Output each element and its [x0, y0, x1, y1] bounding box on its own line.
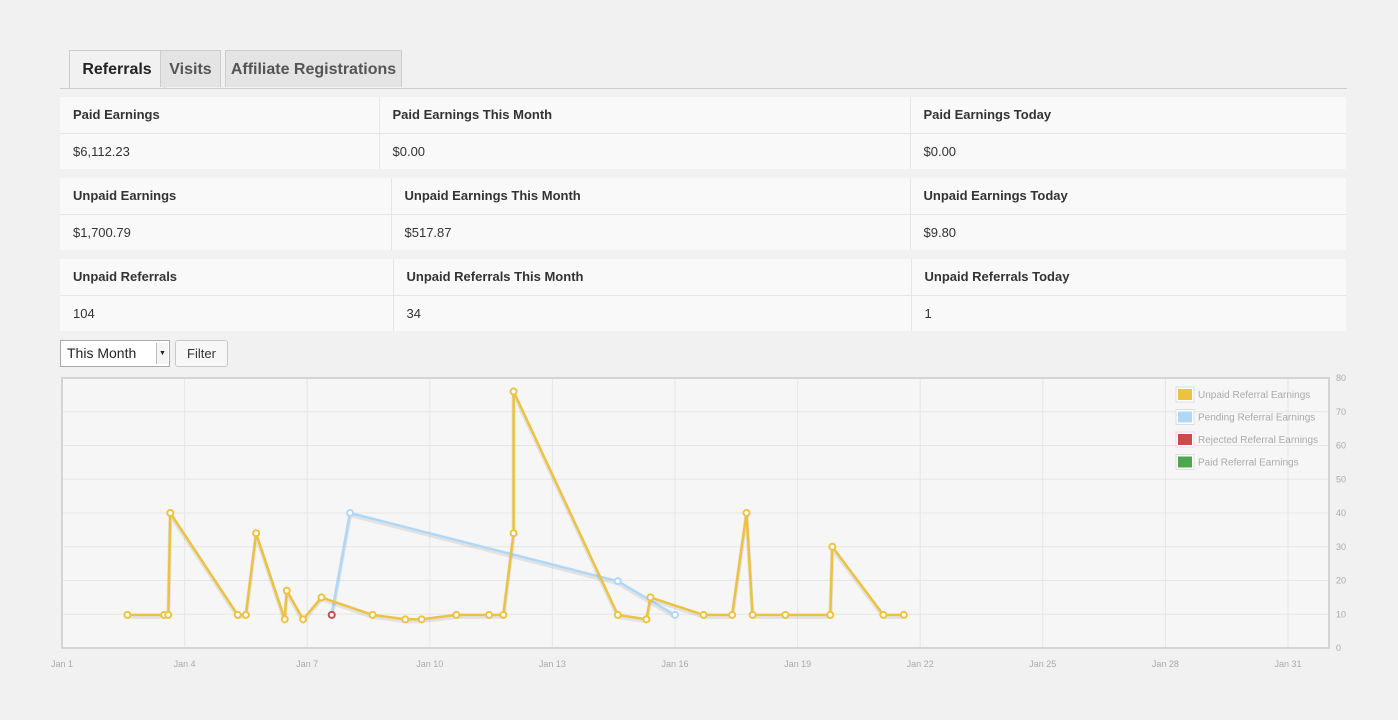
paid-earnings-month-value: $0.00: [378, 133, 910, 169]
legend-swatch: [1178, 434, 1192, 445]
paid-earnings-header: Paid Earnings: [60, 97, 379, 134]
paid-earnings-value: $6,112.23: [73, 143, 130, 159]
unpaid-earnings-table: Unpaid Earnings Unpaid Earnings This Mon…: [60, 178, 1346, 250]
date-range-selected-value: This Month: [67, 345, 137, 361]
data-point: [728, 610, 737, 619]
data-point: [164, 610, 173, 619]
plot-frame: [61, 377, 1330, 649]
tab-referrals[interactable]: Referrals: [69, 50, 165, 88]
data-point: [671, 610, 679, 619]
data-point: [646, 593, 655, 602]
earnings-chart-svg: 0 10 20 30 40 50 60 70 80 Jan 1 Jan 4 Jan 7 Jan 10 Ja…: [51, 373, 1346, 669]
data-point: [241, 610, 250, 619]
unpaid-referrals-month-value: 34: [392, 295, 911, 331]
legend-label: Pending Referral Earnings: [1198, 413, 1315, 424]
legend-label: Rejected Referral Earnings: [1198, 435, 1318, 446]
x-tick-label: Jan 13: [539, 659, 566, 669]
data-point: [509, 387, 518, 396]
unpaid-referrals-today-header: Unpaid Referrals Today: [910, 259, 1346, 296]
legend-label: Unpaid Referral Earnings: [1198, 390, 1310, 401]
data-point: [299, 615, 308, 624]
y-tick-label: 40: [1336, 508, 1346, 518]
data-point: [327, 610, 336, 619]
data-point: [123, 610, 132, 619]
x-tick-label: Jan 1: [51, 659, 73, 669]
data-point: [613, 577, 622, 586]
unpaid-referrals-month-header: Unpaid Referrals This Month: [392, 259, 911, 296]
y-tick-label: 70: [1336, 407, 1346, 417]
legend-swatch: [1178, 389, 1192, 400]
y-tick-label: 10: [1336, 609, 1346, 619]
data-point: [879, 610, 888, 619]
tab-visits[interactable]: Visits: [160, 50, 221, 87]
chart-legend: Unpaid Referral Earnings Pending Referral…: [1175, 386, 1318, 470]
unpaid-referrals-header: Unpaid Referrals: [60, 259, 393, 296]
y-tick-label: 20: [1336, 576, 1346, 586]
y-tick-label: 50: [1336, 474, 1346, 484]
legend-swatch: [1178, 456, 1192, 468]
filter-button[interactable]: Filter: [175, 340, 228, 367]
paid-earnings-today-header: Paid Earnings Today: [909, 97, 1346, 134]
unpaid-referrals-today-value: 1: [910, 295, 1346, 331]
data-point: [509, 529, 518, 538]
unpaid-earnings-header: Unpaid Earnings: [60, 178, 391, 215]
data-point: [452, 610, 461, 619]
data-point: [613, 610, 622, 619]
data-point: [781, 610, 790, 619]
data-point: [346, 509, 355, 517]
unpaid-earnings-month-header: Unpaid Earnings This Month: [390, 178, 910, 215]
x-tick-label: Jan 16: [661, 659, 688, 669]
data-point: [642, 615, 651, 624]
data-point: [826, 610, 835, 619]
x-tick-label: Jan 19: [784, 659, 811, 669]
x-tick-label: Jan 28: [1152, 659, 1179, 669]
y-tick-label: 80: [1336, 373, 1346, 383]
data-point: [317, 593, 326, 602]
paid-earnings-today-value: $0.00: [909, 133, 1346, 169]
data-point: [499, 610, 508, 619]
unpaid-earnings-value: $1,700.79: [73, 224, 131, 240]
unpaid-earnings-today-header: Unpaid Earnings Today: [909, 178, 1346, 215]
x-tick-label: Jan 25: [1029, 659, 1056, 669]
tab-affiliate-registrations[interactable]: Affiliate Registrations: [225, 50, 402, 87]
unpaid-referrals-value: 104: [73, 305, 95, 321]
unpaid-referrals-table: Unpaid Referrals Unpaid Referrals This M…: [60, 259, 1346, 331]
y-tick-label: 30: [1336, 542, 1346, 552]
legend-label: Paid Referral Earnings: [1198, 458, 1299, 469]
x-tick-label: Jan 7: [296, 659, 318, 669]
data-point: [401, 615, 410, 624]
unpaid-earnings-today-value: $9.80: [909, 214, 1346, 250]
data-point: [166, 509, 175, 517]
data-point: [899, 610, 908, 619]
data-point: [748, 610, 757, 619]
date-range-select[interactable]: This Month ▼: [60, 340, 170, 367]
data-point: [368, 610, 377, 619]
y-tick-label: 60: [1336, 441, 1346, 451]
data-point: [699, 610, 708, 619]
data-point: [280, 615, 289, 624]
data-point: [252, 529, 261, 538]
dropdown-arrow-icon[interactable]: ▼: [156, 343, 168, 364]
paid-earnings-table: Paid Earnings Paid Earnings This Month P…: [60, 97, 1346, 169]
x-tick-label: Jan 22: [907, 659, 934, 669]
data-point: [828, 542, 837, 551]
unpaid-earnings-month-value: $517.87: [390, 214, 910, 250]
data-point: [485, 610, 494, 619]
x-tick-label: Jan 4: [174, 659, 196, 669]
x-tick-label: Jan 10: [416, 659, 443, 669]
x-tick-label: Jan 31: [1274, 659, 1301, 669]
data-point: [742, 509, 751, 517]
data-point: [233, 610, 242, 619]
y-tick-label: 0: [1336, 643, 1341, 653]
series-line: [330, 511, 676, 616]
paid-earnings-month-header: Paid Earnings This Month: [378, 97, 910, 134]
data-point: [282, 586, 291, 595]
report-tabs: Referrals Visits Affiliate Registrations: [60, 50, 1347, 89]
legend-swatch: [1178, 411, 1192, 423]
data-point: [417, 615, 426, 624]
earnings-chart: 0 10 20 30 40 50 60 70 80 Jan 1 Jan 4 Jan 7 Jan 10 Ja…: [0, 368, 1398, 673]
